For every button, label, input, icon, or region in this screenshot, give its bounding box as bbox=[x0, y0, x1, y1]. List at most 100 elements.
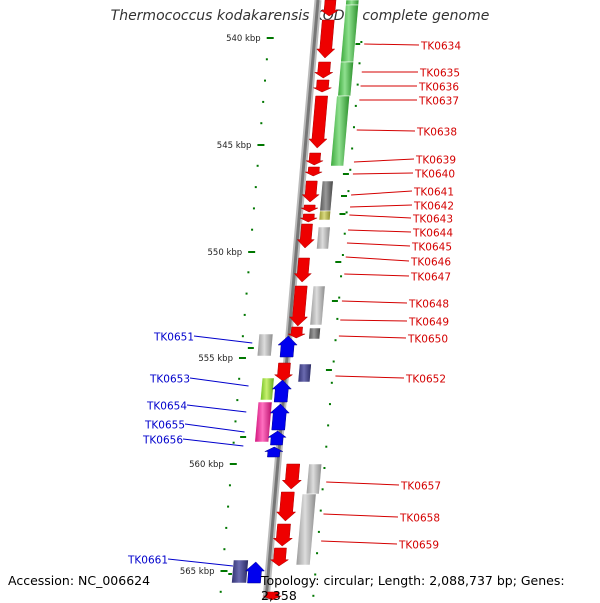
gray-track-segment bbox=[256, 333, 274, 357]
indigo-track-segment bbox=[297, 363, 312, 383]
green-track-segment bbox=[330, 95, 351, 167]
gray-track-segment bbox=[295, 493, 317, 566]
forward-gene-label: TK0645 bbox=[411, 242, 452, 254]
gray-track-segment bbox=[305, 463, 323, 495]
forward-gene-label: TK0659 bbox=[398, 540, 439, 552]
forward-gene-arrow bbox=[313, 79, 332, 93]
forward-gene-arrow bbox=[320, 0, 339, 17]
forward-gene-label: TK0647 bbox=[410, 272, 451, 284]
forward-label-connector bbox=[348, 229, 412, 233]
reverse-gene-arrow bbox=[277, 335, 298, 358]
reverse-gene-label: TK0656 bbox=[142, 435, 183, 447]
scale-label: 545 kbp bbox=[217, 141, 252, 151]
olive-track-segment bbox=[318, 210, 332, 221]
reverse-gene-arrow bbox=[244, 561, 266, 584]
forward-gene-label: TK0636 bbox=[418, 82, 459, 94]
gray-track-segment bbox=[309, 285, 326, 326]
forward-gene-label: TK0644 bbox=[412, 228, 453, 240]
reverse-gene-label: TK0654 bbox=[146, 401, 187, 413]
green-track-segment bbox=[337, 61, 354, 97]
reverse-gene-label: TK0661 bbox=[127, 555, 168, 567]
forward-label-connector bbox=[351, 190, 413, 196]
forward-gene-label: TK0641 bbox=[413, 187, 454, 199]
gene-features bbox=[244, 0, 339, 600]
forward-gene-arrow bbox=[305, 152, 324, 166]
forward-gene-label: TK0649 bbox=[408, 317, 449, 329]
forward-gene-label: TK0658 bbox=[399, 513, 440, 525]
forward-label-connector bbox=[349, 214, 412, 219]
forward-gene-arrow bbox=[313, 61, 334, 79]
green-track-segment bbox=[345, 0, 360, 6]
forward-label-connector bbox=[323, 513, 399, 518]
scale-label: 560 kbp bbox=[189, 460, 224, 470]
reverse-label-connector bbox=[182, 438, 244, 447]
forward-gene-label: TK0646 bbox=[410, 257, 451, 269]
forward-label-connector bbox=[335, 375, 405, 379]
forward-gene-label: TK0650 bbox=[407, 334, 448, 346]
indigo-track-segment bbox=[231, 559, 249, 584]
backbone-line bbox=[264, 0, 320, 600]
genome-summary: Topology: circular; Length: 2,088,737 bp… bbox=[261, 573, 565, 603]
forward-label-connector bbox=[353, 158, 415, 163]
forward-gene-arrow bbox=[304, 166, 323, 177]
forward-label-connector bbox=[321, 540, 398, 545]
gene-labels: TK0634 TK0635 TK0636 TK0637 TK0638 TK0639 TK06… bbox=[127, 41, 461, 567]
forward-gene-arrow bbox=[263, 591, 282, 600]
forward-gene-arrow bbox=[300, 204, 319, 213]
forward-gene-label: TK0638 bbox=[416, 127, 457, 139]
forward-gene-label: TK0634 bbox=[420, 41, 461, 53]
forward-label-connector bbox=[338, 335, 407, 339]
scale-label: 540 kbp bbox=[226, 34, 261, 44]
forward-label-connector bbox=[352, 172, 414, 175]
annotation-tracks bbox=[231, 0, 360, 584]
green-track-segment bbox=[340, 4, 359, 63]
forward-gene-label: TK0639 bbox=[415, 155, 456, 167]
scale-ticks: 540 kbp 545 kbp 550 kbp 555 kbp 560 kbp 565 k… bbox=[180, 34, 363, 597]
forward-label-connector bbox=[344, 273, 410, 277]
forward-gene-arrow bbox=[288, 285, 309, 327]
gray-track-segment bbox=[316, 226, 331, 250]
reverse-label-connector bbox=[193, 335, 253, 344]
forward-gene-arrow bbox=[273, 362, 294, 382]
forward-gene-label: TK0642 bbox=[413, 201, 454, 213]
forward-gene-arrow bbox=[276, 491, 297, 522]
reverse-gene-arrow bbox=[271, 379, 292, 403]
reverse-gene-label: TK0651 bbox=[153, 332, 194, 344]
forward-gene-label: TK0643 bbox=[412, 214, 453, 226]
scale-label: 550 kbp bbox=[208, 248, 243, 258]
forward-gene-label: TK0657 bbox=[400, 481, 441, 493]
forward-gene-arrow bbox=[301, 180, 320, 203]
scale-label: 565 kbp bbox=[180, 567, 215, 577]
forward-gene-label: TK0635 bbox=[419, 68, 460, 80]
forward-gene-label: TK0652 bbox=[405, 374, 446, 386]
pink-track-segment bbox=[254, 401, 273, 443]
forward-gene-arrow bbox=[287, 326, 306, 339]
forward-gene-arrow bbox=[281, 463, 303, 490]
genome-title: Thermococcus kodakarensis KOD1, complete… bbox=[110, 8, 490, 24]
forward-label-connector bbox=[350, 204, 413, 208]
reverse-label-connector bbox=[184, 423, 245, 433]
lime-track-segment bbox=[260, 377, 275, 401]
dark-track-segment bbox=[308, 327, 321, 340]
forward-label-connector bbox=[326, 481, 400, 486]
forward-gene-label: TK0648 bbox=[408, 299, 449, 311]
forward-label-connector bbox=[364, 43, 420, 46]
reverse-gene-arrow bbox=[267, 430, 287, 446]
forward-gene-arrow bbox=[269, 547, 290, 567]
accession-text: Accession: NC_006624 bbox=[8, 573, 151, 588]
forward-label-connector bbox=[340, 319, 408, 322]
forward-gene-label: TK0637 bbox=[418, 96, 459, 108]
reverse-gene-label: TK0655 bbox=[144, 420, 185, 432]
forward-gene-arrow bbox=[308, 95, 328, 149]
forward-label-connector bbox=[356, 129, 416, 132]
reverse-label-connector bbox=[167, 558, 234, 567]
genome-backbone bbox=[262, 0, 322, 600]
forward-label-connector bbox=[346, 242, 411, 247]
forward-gene-arrow bbox=[272, 523, 294, 547]
forward-label-connector bbox=[341, 300, 408, 304]
reverse-gene-label: TK0653 bbox=[149, 374, 190, 386]
forward-gene-arrow bbox=[296, 223, 315, 249]
reverse-gene-arrow bbox=[264, 446, 283, 458]
